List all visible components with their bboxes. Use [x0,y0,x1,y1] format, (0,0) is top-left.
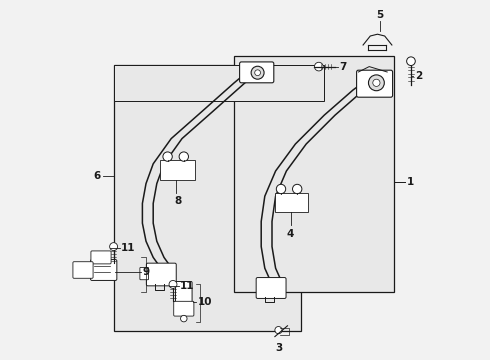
Circle shape [255,70,261,76]
Bar [160,160,195,180]
Text: 4: 4 [286,229,294,239]
FancyBboxPatch shape [357,70,392,97]
FancyBboxPatch shape [175,282,192,305]
Circle shape [180,315,187,322]
Text: 9: 9 [143,267,149,277]
Circle shape [368,75,384,91]
FancyBboxPatch shape [256,278,286,298]
FancyBboxPatch shape [174,301,194,316]
Circle shape [275,327,282,334]
Circle shape [163,152,172,161]
Text: 5: 5 [376,10,384,20]
Bar [114,65,324,101]
Text: 1: 1 [407,177,414,187]
Circle shape [276,184,286,194]
FancyBboxPatch shape [73,262,93,278]
Text: 11: 11 [121,243,135,253]
Bar [274,193,308,212]
Text: 11: 11 [180,281,195,291]
FancyBboxPatch shape [91,251,111,264]
Bar [234,56,394,292]
Bar [114,65,301,331]
Circle shape [169,280,177,288]
FancyBboxPatch shape [140,267,148,280]
Text: 6: 6 [94,171,101,181]
Text: 8: 8 [175,196,182,206]
Text: 2: 2 [415,71,422,81]
Circle shape [179,152,189,161]
Circle shape [373,79,380,86]
Circle shape [110,243,118,251]
Text: 7: 7 [340,62,347,72]
Text: 10: 10 [198,297,213,307]
Text: 3: 3 [275,343,283,353]
Circle shape [407,57,416,66]
FancyBboxPatch shape [240,62,274,83]
Circle shape [293,184,302,194]
FancyBboxPatch shape [147,263,176,286]
Circle shape [251,66,264,79]
Circle shape [315,62,323,71]
FancyBboxPatch shape [91,260,117,280]
